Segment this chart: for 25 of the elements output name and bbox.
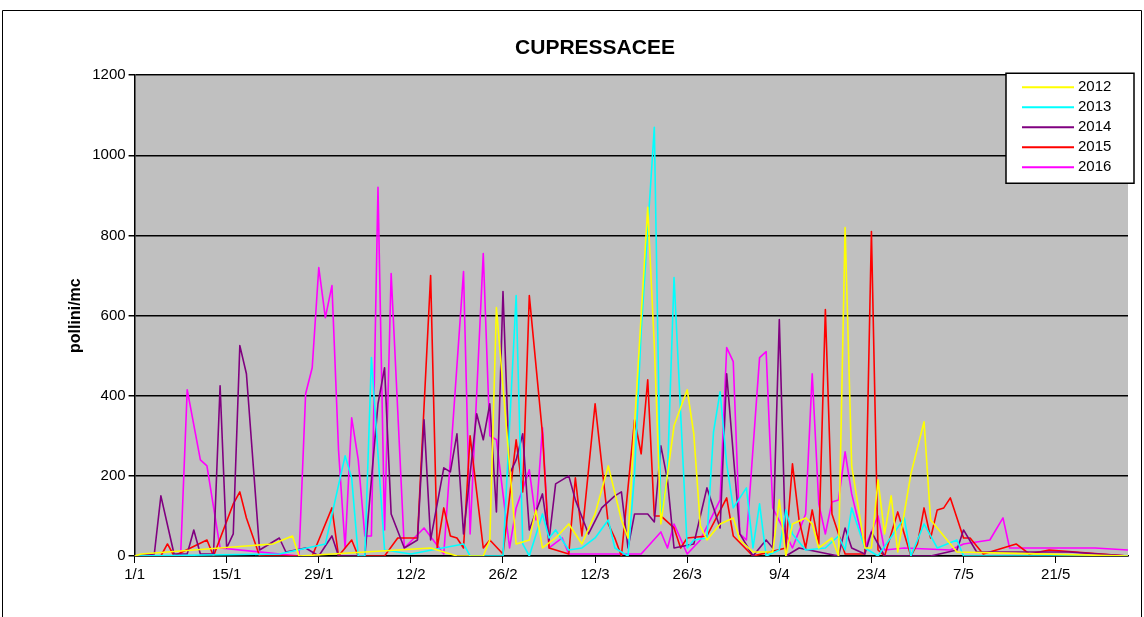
x-tick-label: 12/2 [396, 565, 426, 583]
x-tick-label: 7/5 [953, 565, 974, 583]
y-tick-label: 1200 [92, 65, 126, 83]
y-tick-label: 600 [100, 305, 126, 323]
x-tick-label: 1/1 [124, 565, 145, 583]
x-tick-label: 21/5 [1041, 565, 1071, 583]
y-tick-label: 200 [100, 466, 126, 484]
y-tick-label: 0 [117, 546, 126, 564]
legend-label: 2015 [1078, 137, 1112, 155]
y-tick-label: 800 [100, 225, 126, 243]
legend-label: 2014 [1078, 117, 1112, 135]
x-tick-label: 15/1 [212, 565, 242, 583]
x-tick-label: 12/3 [580, 565, 610, 583]
legend-label: 2012 [1078, 77, 1112, 95]
y-tick-label: 1000 [92, 145, 126, 163]
legend-label: 2016 [1078, 157, 1112, 175]
x-tick-label: 26/2 [488, 565, 518, 583]
x-tick-label: 23/4 [856, 565, 887, 583]
x-tick-label: 29/1 [304, 565, 334, 583]
y-axis-title: pollini/mc [66, 278, 84, 353]
y-tick-label: 400 [100, 385, 126, 403]
chart-title: CUPRESSACEE [515, 35, 675, 59]
legend-label: 2013 [1078, 97, 1112, 115]
x-tick-label: 9/4 [768, 565, 790, 583]
x-tick-label: 26/3 [672, 565, 702, 583]
